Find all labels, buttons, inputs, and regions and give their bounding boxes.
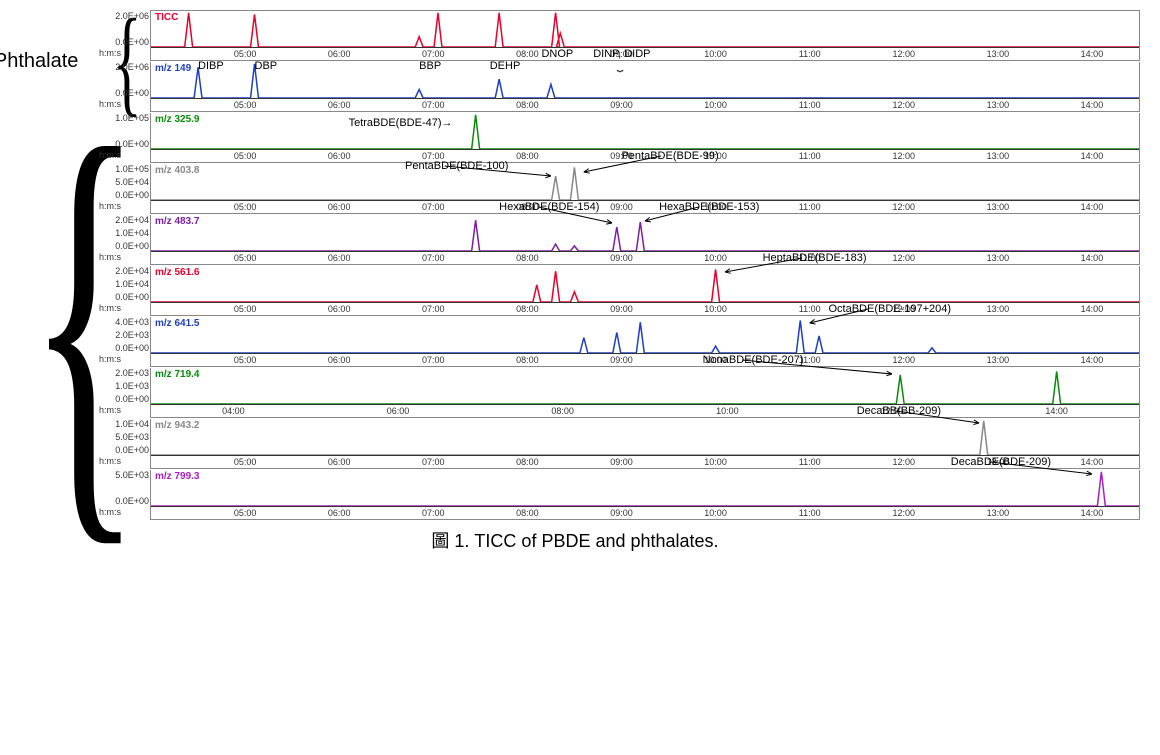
xtick: 12:00 — [892, 49, 915, 59]
xtick: 05:00 — [234, 508, 257, 518]
x-unit-label: h:m:s — [99, 405, 121, 415]
x-unit-label: h:m:s — [99, 48, 121, 58]
xtick: 05:00 — [234, 100, 257, 110]
ytick: 4.0E+03 — [99, 317, 149, 327]
ytick: 0.0E+00 — [99, 445, 149, 455]
xtick: 08:00 — [516, 100, 539, 110]
xtick: 13:00 — [987, 49, 1010, 59]
peak-annotation: BBP — [419, 60, 441, 72]
figure-caption: 圖 1. TICC of PBDE and phthalates. — [10, 527, 1140, 553]
ytick: 0.0E+00 — [99, 394, 149, 404]
ytick: 0.0E+00 — [99, 292, 149, 302]
peak-annotation: DIBP — [198, 60, 224, 72]
ytick: 1.0E+03 — [99, 381, 149, 391]
xtick: 13:00 — [987, 100, 1010, 110]
ytick: 1.0E+05 — [99, 164, 149, 174]
ytick: 0.0E+00 — [99, 190, 149, 200]
xtick: 07:00 — [422, 100, 445, 110]
peak-annotation: DBP — [255, 60, 278, 72]
ytick: 1.0E+04 — [99, 279, 149, 289]
xtick: 10:00 — [704, 49, 727, 59]
mz-label: TICC — [155, 12, 178, 23]
x-unit-label: h:m:s — [99, 150, 121, 160]
panel-1: 2.0E+060.0E+00m/z 149DIBPDBPBBPDEHPDNOPD… — [150, 62, 1140, 112]
ytick: 2.0E+04 — [99, 215, 149, 225]
mz-label: m/z 149 — [155, 63, 191, 74]
ytick: 5.0E+03 — [99, 470, 149, 480]
ytick: 2.0E+06 — [99, 11, 149, 21]
ytick: 0.0E+00 — [99, 496, 149, 506]
x-unit-label: h:m:s — [99, 252, 121, 262]
peak-annotation: TetraBDE(BDE-47)→ — [349, 117, 453, 129]
xtick: 14:00 — [1081, 508, 1104, 518]
xtick: 10:00 — [704, 100, 727, 110]
xtick: 12:00 — [892, 100, 915, 110]
peak-annotation: DEHP — [490, 60, 521, 72]
ytick: 2.0E+03 — [99, 330, 149, 340]
x-unit-label: h:m:s — [99, 354, 121, 364]
x-unit-label: h:m:s — [99, 456, 121, 466]
ytick: 2.0E+06 — [99, 62, 149, 72]
peak-annotation: DNOP — [541, 48, 573, 60]
xtick: 12:00 — [892, 508, 915, 518]
ytick: 2.0E+03 — [99, 368, 149, 378]
peak-annotation: ⏟ — [617, 60, 624, 73]
xtick: 07:00 — [422, 508, 445, 518]
xtick: 14:00 — [1081, 49, 1104, 59]
ytick: 0.0E+00 — [99, 37, 149, 47]
ytick: 5.0E+04 — [99, 177, 149, 187]
xtick: 09:00 — [610, 100, 633, 110]
x-unit-label: h:m:s — [99, 99, 121, 109]
x-unit-label: h:m:s — [99, 507, 121, 517]
chromatogram-panels: 2.0E+060.0E+00TICCh:m:s05:0006:0007:0008… — [150, 10, 1140, 521]
xtick: 11:00 — [799, 100, 821, 110]
xtick: 11:00 — [799, 508, 821, 518]
figure: Phthalate{PBDE{ 2.0E+060.0E+00TICCh:m:s0… — [10, 10, 1140, 521]
xtick: 10:00 — [704, 508, 727, 518]
xtick: 05:00 — [234, 49, 257, 59]
xtick: 08:00 — [516, 49, 539, 59]
ytick: 0.0E+00 — [99, 241, 149, 251]
ytick: 0.0E+00 — [99, 139, 149, 149]
xtick: 11:00 — [799, 49, 821, 59]
ytick: 1.0E+04 — [99, 228, 149, 238]
ytick: 0.0E+00 — [99, 343, 149, 353]
x-unit-label: h:m:s — [99, 201, 121, 211]
xtick: 08:00 — [516, 508, 539, 518]
xtick: 14:00 — [1081, 100, 1104, 110]
ytick: 1.0E+05 — [99, 113, 149, 123]
peak-annotation: DINP, DIDP — [593, 48, 650, 60]
ytick: 2.0E+04 — [99, 266, 149, 276]
mz-label: m/z 325.9 — [155, 114, 199, 125]
xtick: 06:00 — [328, 49, 351, 59]
ytick: 1.0E+04 — [99, 419, 149, 429]
xtick: 07:00 — [422, 49, 445, 59]
ytick: 0.0E+00 — [99, 88, 149, 98]
xtick: 06:00 — [328, 508, 351, 518]
panel-9: 5.0E+030.0E+00m/z 799.3DecaBDE(BDE-209)h… — [150, 470, 1140, 520]
x-unit-label: h:m:s — [99, 303, 121, 313]
xtick: 06:00 — [328, 100, 351, 110]
ytick: 5.0E+03 — [99, 432, 149, 442]
xtick: 13:00 — [987, 508, 1010, 518]
xtick: 09:00 — [610, 508, 633, 518]
